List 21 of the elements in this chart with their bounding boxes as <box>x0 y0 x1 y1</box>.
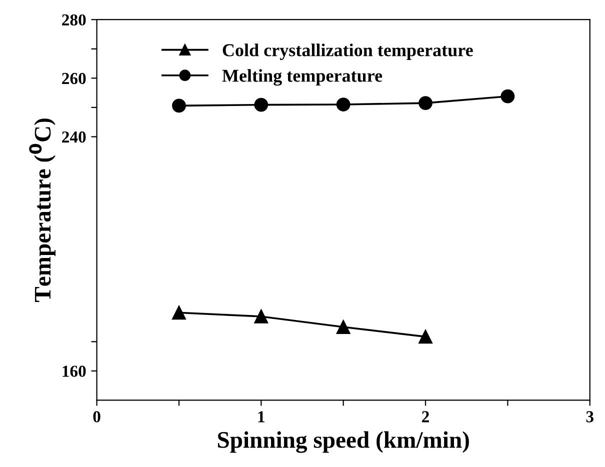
y-tick-label: 260 <box>62 72 86 84</box>
y-tick-label: 280 <box>62 14 86 26</box>
point <box>500 89 515 104</box>
x-tick-label: 0 <box>93 411 100 422</box>
x-axis-title: Spinning speed (km/min) <box>218 431 469 453</box>
y-axis-title: Temperature ($^{0}$C) <box>29 118 56 302</box>
legend-label: Cold crystallization temperature <box>222 44 473 60</box>
point <box>336 320 350 334</box>
x-tick-label: 2 <box>422 411 429 422</box>
x-tick-label: 3 <box>586 411 594 422</box>
point <box>172 306 186 320</box>
point <box>336 98 350 112</box>
point <box>418 96 432 110</box>
y-tick-label: 240 <box>62 131 86 143</box>
point <box>172 98 186 113</box>
point <box>254 98 268 112</box>
point <box>418 330 432 344</box>
x-tick-label: 1 <box>258 411 264 422</box>
point <box>254 310 268 324</box>
y-tick-label: 160 <box>62 366 86 377</box>
legend-label: Melting temperature <box>222 69 382 86</box>
